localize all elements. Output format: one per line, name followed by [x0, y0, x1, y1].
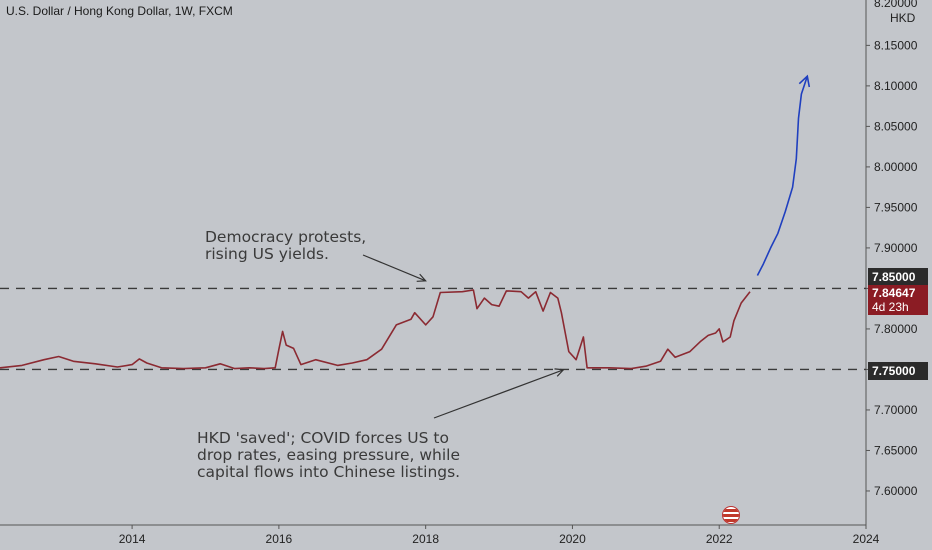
price-axis[interactable]: 7.60000 7.65000 7.70000 7.75000 7.80000 7.850…: [866, 0, 918, 498]
time-axis[interactable]: 2014 2016 2018 2020 2022 2024: [119, 525, 880, 546]
series-layer: [0, 74, 811, 370]
annotation-covid[interactable]: HKD 'saved'; COVID forces US to drop rat…: [197, 429, 461, 481]
x-tick-label: 2016: [266, 532, 293, 546]
annotation-protests[interactable]: Democracy protests, rising US yields.: [205, 228, 367, 263]
y-tick-label: 7.80000: [874, 322, 918, 336]
x-tick-label: 2022: [706, 532, 733, 546]
covid-arrow: [433, 369, 564, 419]
x-tick-label: 2018: [412, 532, 439, 546]
current-price: 7.84647: [872, 286, 916, 300]
us-flag-icon[interactable]: [722, 506, 740, 524]
annotation-arrows: [362, 254, 565, 419]
x-tick-label: 2024: [853, 532, 880, 546]
y-tick-label: 7.60000: [874, 484, 918, 498]
y-tick-label: 7.65000: [874, 443, 918, 457]
upper-band-price-tag: 7.85000: [868, 268, 928, 286]
y-tick-label: 8.00000: [874, 160, 918, 174]
forecast-arrowhead: [798, 74, 811, 88]
x-tick-label: 2020: [559, 532, 586, 546]
price-series-line: [0, 289, 751, 370]
protests-arrow-head: [416, 273, 427, 282]
y-tick-label: 8.05000: [874, 119, 918, 133]
lower-band-price-tag: 7.75000: [868, 362, 928, 380]
y-tick-label: 8.10000: [874, 79, 918, 93]
y-tick-label: 7.70000: [874, 403, 918, 417]
y-tick-label: 8.15000: [874, 38, 918, 52]
chart-title: U.S. Dollar / Hong Kong Dollar, 1W, FXCM: [6, 4, 233, 18]
forecast-arrow-line: [756, 75, 809, 276]
y-tick-label: 7.90000: [874, 241, 918, 255]
upper-band-price: 7.85000: [872, 270, 916, 284]
reference-lines: [0, 287, 866, 371]
y-tick-label: 7.95000: [874, 200, 918, 214]
x-tick-label: 2014: [119, 532, 146, 546]
price-unit-label: HKD: [890, 11, 916, 25]
lower-band-price: 7.75000: [872, 364, 916, 378]
bar-countdown: 4d 23h: [872, 300, 909, 314]
protests-arrow: [362, 254, 426, 282]
price-axis-line: [0, 0, 867, 526]
y-tick-label-partial: 8.20000: [874, 0, 918, 10]
current-price-tag: 7.84647 4d 23h: [868, 285, 928, 315]
covid-arrow-head: [554, 368, 565, 377]
